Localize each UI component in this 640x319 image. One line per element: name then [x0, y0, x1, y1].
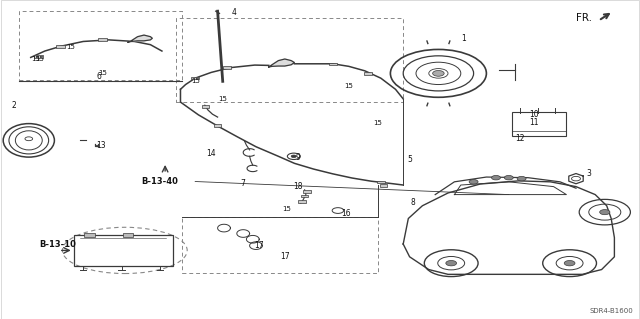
Text: B-13-40: B-13-40 — [141, 177, 179, 186]
FancyBboxPatch shape — [123, 233, 133, 237]
Text: 4: 4 — [231, 8, 236, 17]
Text: 17: 17 — [280, 252, 290, 261]
FancyBboxPatch shape — [380, 184, 387, 187]
FancyBboxPatch shape — [298, 200, 306, 203]
Text: 1: 1 — [461, 34, 467, 43]
Text: 5: 5 — [407, 155, 412, 164]
FancyBboxPatch shape — [377, 181, 385, 183]
Circle shape — [291, 155, 296, 158]
Text: 15: 15 — [282, 206, 291, 212]
Circle shape — [492, 175, 500, 180]
FancyBboxPatch shape — [214, 124, 221, 127]
Text: 13: 13 — [96, 141, 106, 150]
FancyBboxPatch shape — [98, 38, 107, 41]
Text: 17: 17 — [254, 241, 264, 250]
FancyBboxPatch shape — [364, 72, 372, 75]
FancyBboxPatch shape — [191, 77, 199, 79]
Text: 2: 2 — [12, 101, 17, 110]
Polygon shape — [128, 35, 152, 42]
Text: 8: 8 — [410, 198, 415, 207]
FancyBboxPatch shape — [329, 63, 337, 65]
Text: 9: 9 — [295, 153, 300, 162]
FancyBboxPatch shape — [202, 105, 209, 108]
Circle shape — [564, 261, 575, 266]
Text: 18: 18 — [293, 182, 302, 191]
Circle shape — [504, 175, 513, 180]
FancyBboxPatch shape — [84, 233, 95, 237]
Circle shape — [433, 70, 444, 76]
Circle shape — [600, 210, 610, 215]
Circle shape — [517, 176, 526, 181]
Text: FR.: FR. — [576, 12, 592, 23]
Text: SDR4-B1600: SDR4-B1600 — [590, 308, 634, 314]
FancyBboxPatch shape — [303, 190, 311, 193]
Text: 15: 15 — [373, 120, 382, 126]
Text: B-13-10: B-13-10 — [39, 240, 76, 249]
FancyBboxPatch shape — [223, 66, 231, 69]
FancyBboxPatch shape — [34, 55, 43, 58]
Text: 15: 15 — [31, 56, 40, 62]
Text: 15: 15 — [344, 83, 353, 89]
Text: 15: 15 — [66, 44, 75, 50]
Circle shape — [446, 261, 456, 266]
Text: 12: 12 — [515, 134, 524, 143]
Text: 16: 16 — [340, 209, 351, 218]
Circle shape — [469, 180, 478, 184]
Text: 15: 15 — [218, 96, 227, 102]
Text: 10: 10 — [529, 110, 540, 119]
Text: 15: 15 — [98, 70, 107, 76]
Text: 15: 15 — [191, 78, 200, 84]
Text: 11: 11 — [530, 118, 539, 127]
Text: 14: 14 — [206, 149, 216, 158]
Text: 15: 15 — [35, 56, 44, 62]
Text: 7: 7 — [241, 179, 246, 188]
Text: 6: 6 — [97, 72, 102, 81]
Polygon shape — [269, 59, 294, 67]
Text: 3: 3 — [586, 169, 591, 178]
FancyBboxPatch shape — [301, 195, 308, 197]
FancyBboxPatch shape — [56, 45, 65, 48]
